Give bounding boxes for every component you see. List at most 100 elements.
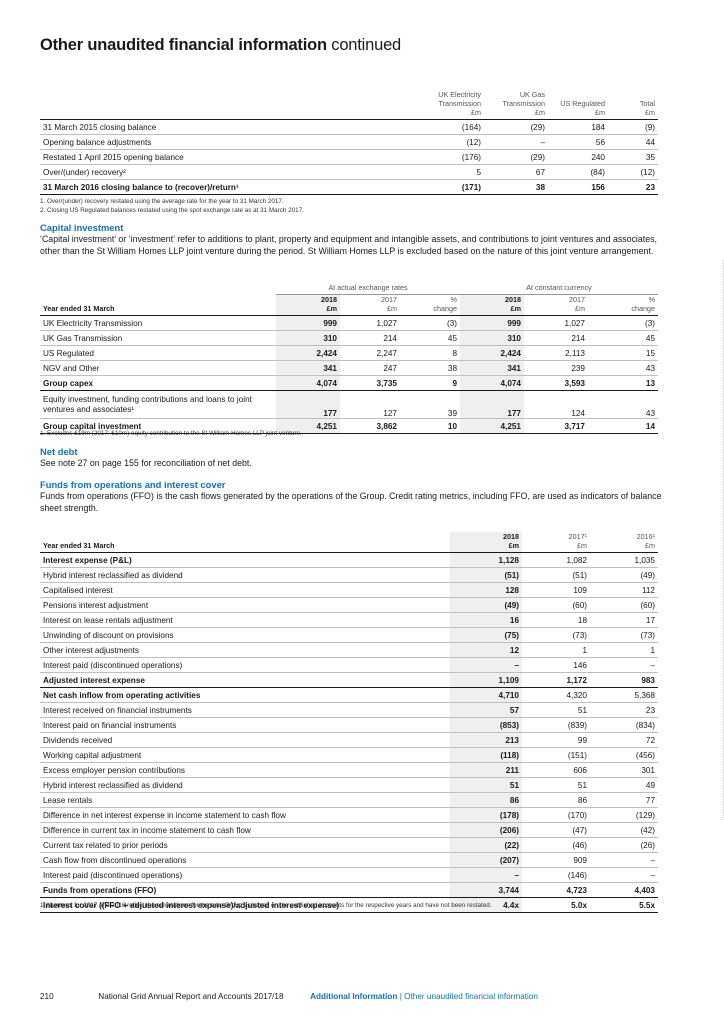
col-header: 2018 £m: [450, 532, 522, 553]
table-row: Interest paid (discontinued operations) –…: [40, 657, 658, 673]
cell-value: 2,113: [524, 345, 588, 361]
cell-value: 124: [524, 390, 588, 419]
cell-value: 14: [588, 418, 658, 434]
cell-value: 1,027: [340, 315, 400, 331]
cell-value: 341: [460, 360, 524, 376]
col-header-total: Total £m: [608, 90, 658, 120]
cell-value: 211: [450, 762, 522, 778]
cell-value: 341: [276, 360, 340, 376]
cell-value: 1: [522, 642, 590, 658]
col-header: 2018 £m: [460, 294, 524, 316]
row-label: Net cash inflow from operating activitie…: [40, 687, 450, 703]
cell-value: 247: [340, 360, 400, 376]
row-label: Cash flow from discontinued operations: [40, 852, 450, 868]
row-label: Pensions interest adjustment: [40, 597, 450, 613]
cell-value: 1,172: [522, 672, 590, 688]
table-row: Lease rentals 86 86 77: [40, 792, 658, 808]
col-header: % change: [588, 294, 658, 316]
table-row: Group capex 4,074 3,735 9 4,074 3,593 13: [40, 375, 658, 391]
cell-value: –: [590, 852, 658, 868]
page-footer: 210 National Grid Annual Report and Acco…: [40, 992, 538, 1001]
cell-value: 45: [588, 330, 658, 346]
cell-value: 5,368: [590, 687, 658, 703]
table-row: Interest paid on financial instruments (8…: [40, 717, 658, 733]
cell-value: 3,862: [340, 418, 400, 434]
row-label: Excess employer pension contributions: [40, 762, 450, 778]
cell-value: (12): [608, 164, 658, 180]
cell-value: 4.4x: [450, 897, 522, 913]
cell-value: 909: [522, 852, 590, 868]
row-label: Opening balance adjustments: [40, 134, 420, 150]
cell-value: (9): [608, 119, 658, 135]
cell-value: 1,035: [590, 552, 658, 568]
col-header: 2017 £m: [524, 294, 588, 316]
table-row: Equity investment, funding contributions…: [40, 390, 658, 419]
footer-subsection-link[interactable]: Other unaudited financial information: [404, 992, 538, 1001]
table-row: Excess employer pension contributions 211…: [40, 762, 658, 778]
cell-value: 5.5x: [590, 897, 658, 913]
cell-value: (47): [522, 822, 590, 838]
cell-value: (3): [400, 315, 460, 331]
cell-value: (42): [590, 822, 658, 838]
col-header: 2018 £m: [276, 294, 340, 316]
table-row: Cash flow from discontinued operations (2…: [40, 852, 658, 868]
cell-value: 5.0x: [522, 897, 590, 913]
cell-value: (26): [590, 837, 658, 853]
cell-value: 3,717: [524, 418, 588, 434]
cell-value: 43: [588, 390, 658, 419]
cell-value: 18: [522, 612, 590, 628]
cell-value: 4,710: [450, 687, 522, 703]
cell-value: (171): [420, 179, 484, 195]
cell-value: 39: [400, 390, 460, 419]
col-header: 2016¹ £m: [590, 532, 658, 553]
table-row: 31 March 2015 closing balance (164) (29) 18…: [40, 119, 658, 135]
footer-section-link[interactable]: Additional Information: [310, 992, 398, 1001]
cell-value: 214: [524, 330, 588, 346]
cell-value: 1,027: [524, 315, 588, 331]
col-header-usreg: US Regulated £m: [548, 90, 608, 120]
cell-value: 310: [460, 330, 524, 346]
cell-value: 44: [608, 134, 658, 150]
table-row: Interest cover ((FFO + adjusted interest…: [40, 897, 658, 913]
row-header: Year ended 31 March: [40, 532, 450, 553]
table-row: UK Electricity Transmission 999 1,027 (3) 99…: [40, 315, 658, 331]
row-label: Hybrid interest reclassified as dividend: [40, 567, 450, 583]
cell-value: 240: [548, 149, 608, 165]
cell-value: 77: [590, 792, 658, 808]
cell-value: 3,735: [340, 375, 400, 391]
cell-value: (84): [548, 164, 608, 180]
cell-value: (853): [450, 717, 522, 733]
cell-value: 2,247: [340, 345, 400, 361]
cell-value: 35: [608, 149, 658, 165]
row-label: Difference in current tax in income stat…: [40, 822, 450, 838]
table-row: Interest paid (discontinued operations) –…: [40, 867, 658, 883]
cell-value: –: [450, 657, 522, 673]
row-label: Hybrid interest reclassified as dividend: [40, 777, 450, 793]
cell-value: –: [450, 867, 522, 883]
cell-value: 4,074: [460, 375, 524, 391]
table-row: Current tax related to prior periods (22)…: [40, 837, 658, 853]
cell-value: (456): [590, 747, 658, 763]
cell-value: 2,424: [276, 345, 340, 361]
cell-value: 86: [522, 792, 590, 808]
net-debt-heading: Net debt: [40, 446, 78, 457]
cell-value: 13: [588, 375, 658, 391]
row-label: 31 March 2016 closing balance to (recove…: [40, 179, 420, 195]
cell-value: 4,074: [276, 375, 340, 391]
table-row: Interest received on financial instrumen…: [40, 702, 658, 718]
cell-value: –: [484, 134, 548, 150]
cell-value: (146): [522, 867, 590, 883]
row-label: UK Gas Transmission: [40, 330, 276, 346]
cell-value: 5: [420, 164, 484, 180]
row-label: NGV and Other: [40, 360, 276, 376]
table-row: Hybrid interest reclassified as dividend…: [40, 567, 658, 583]
table-row: Other interest adjustments 12 1 1: [40, 642, 658, 658]
row-label: Interest on lease rentals adjustment: [40, 612, 450, 628]
table-row: Interest on lease rentals adjustment 16 18…: [40, 612, 658, 628]
cell-value: 109: [522, 582, 590, 598]
col-header-ukgas: UK Gas Transmission £m: [484, 90, 548, 120]
cell-value: (12): [420, 134, 484, 150]
footer-separator: |: [399, 992, 402, 1001]
cell-value: (29): [484, 119, 548, 135]
cell-value: 184: [548, 119, 608, 135]
